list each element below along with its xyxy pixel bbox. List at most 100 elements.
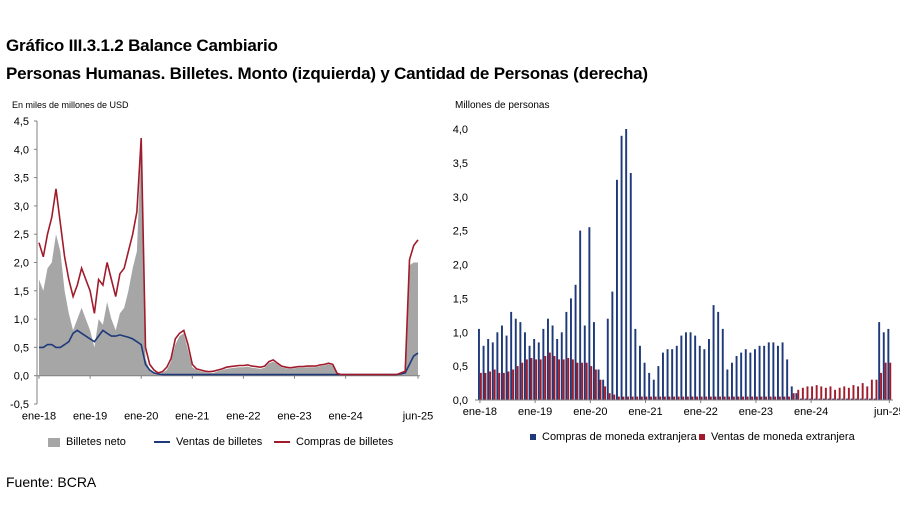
bar-ventas-moneda <box>590 366 593 400</box>
legend-label: Compras de billetes <box>296 436 394 448</box>
bar-compras-moneda <box>565 311 568 400</box>
bar-compras-moneda <box>804 398 807 400</box>
bar-ventas-moneda <box>760 396 763 400</box>
source-note: Fuente: BCRA <box>6 474 97 490</box>
bar-ventas-moneda <box>861 383 864 400</box>
bar-compras-moneda <box>818 398 821 400</box>
bar-ventas-moneda <box>507 371 510 400</box>
bar-compras-moneda <box>602 379 605 400</box>
left-y-tick-label: 1,0 <box>14 314 29 326</box>
bar-ventas-moneda <box>870 379 873 400</box>
legend-swatch-red <box>699 434 705 440</box>
right-x-tick-label: ene-18 <box>463 406 497 418</box>
bar-compras-moneda <box>556 339 559 400</box>
legend-swatch-navy <box>154 441 170 443</box>
bar-ventas-moneda <box>696 396 699 400</box>
bar-ventas-moneda <box>742 396 745 400</box>
bar-ventas-moneda <box>811 386 814 400</box>
bar-compras-moneda <box>593 322 595 400</box>
bar-ventas-moneda <box>806 386 809 400</box>
left-y-tick-label: 1,5 <box>14 286 29 298</box>
legend-item-compras-moneda: Compras de moneda extranjera <box>530 431 697 443</box>
right-x-tick-label: ene-22 <box>684 406 718 418</box>
bar-ventas-moneda <box>783 396 786 400</box>
bar-compras-moneda <box>666 349 669 400</box>
bar-ventas-moneda <box>530 358 533 400</box>
left-y-axis-label: En miles de millones de USD <box>12 100 129 110</box>
left-y-tick-label: 0,0 <box>14 371 29 383</box>
legend-label: Ventas de billetes <box>176 436 263 448</box>
right-x-tick-label: jun-25 <box>873 406 900 418</box>
bar-ventas-moneda <box>889 362 892 400</box>
bar-ventas-moneda <box>801 387 804 400</box>
bar-compras-moneda <box>767 342 770 400</box>
bar-ventas-moneda <box>535 359 538 400</box>
legend-label: Ventas de moneda extranjera <box>711 431 855 443</box>
bar-ventas-moneda <box>815 385 818 400</box>
bar-compras-moneda <box>643 362 646 400</box>
left-y-tick-label: 0,5 <box>14 342 29 354</box>
bar-ventas-moneda <box>571 359 574 400</box>
bar-ventas-moneda <box>797 389 800 400</box>
bar-ventas-moneda <box>548 352 551 400</box>
right-y-tick-label: 0,5 <box>453 361 468 373</box>
bar-ventas-moneda <box>691 396 694 400</box>
bar-compras-moneda <box>809 398 812 400</box>
right-x-tick-label: ene-23 <box>739 406 773 418</box>
bar-compras-moneda <box>519 322 522 400</box>
left-y-tick-label: 3,0 <box>14 201 29 213</box>
bar-compras-moneda <box>597 369 600 400</box>
bar-ventas-moneda <box>673 396 676 400</box>
bar-ventas-moneda <box>659 396 662 400</box>
bar-ventas-moneda <box>617 396 620 400</box>
bar-ventas-moneda <box>788 396 791 400</box>
bar-compras-moneda <box>685 332 687 401</box>
bar-compras-moneda <box>864 398 867 400</box>
bar-compras-moneda <box>740 352 743 400</box>
right-x-tick-label: ene-21 <box>628 406 662 418</box>
bar-ventas-moneda <box>493 369 496 400</box>
bar-ventas-moneda <box>558 359 561 400</box>
bar-ventas-moneda <box>489 371 492 400</box>
bar-ventas-moneda <box>604 386 607 400</box>
bar-compras-moneda <box>744 349 747 400</box>
bar-ventas-moneda <box>562 359 565 400</box>
bar-compras-moneda <box>786 359 789 400</box>
bar-compras-moneda <box>478 328 480 400</box>
left-x-tick-label: ene-22 <box>226 411 260 423</box>
bar-compras-moneda <box>758 345 761 400</box>
bar-compras-moneda <box>606 318 609 400</box>
bar-compras-moneda <box>878 322 881 400</box>
bar-ventas-moneda <box>755 396 758 400</box>
bar-ventas-moneda <box>512 369 515 400</box>
legend-item-ventas-billetes: Ventas de billetes <box>154 436 262 448</box>
bar-ventas-moneda <box>654 396 657 400</box>
bar-ventas-moneda <box>521 362 524 400</box>
left-chart: -0,5 0,0 0,5 1,0 1,5 2,0 2,5 3,0 3,5 4,0 4,5 ene-18… <box>10 116 433 423</box>
left-y-tick-label: 4,5 <box>14 116 29 128</box>
bar-ventas-moneda <box>585 362 588 400</box>
bar-compras-moneda <box>611 291 614 400</box>
bar-ventas-moneda <box>581 362 584 400</box>
legend-item-compras-billetes: Compras de billetes <box>274 436 393 448</box>
bar-ventas-moneda <box>847 387 850 400</box>
bar-compras-moneda <box>551 325 554 400</box>
bar-compras-moneda <box>712 305 715 400</box>
series-area-billetes-neto <box>39 143 418 376</box>
bar-ventas-moneda <box>843 386 846 400</box>
bar-ventas-moneda <box>732 396 735 400</box>
bar-ventas-moneda <box>484 372 487 400</box>
bar-ventas-moneda <box>746 396 749 400</box>
bar-ventas-moneda <box>875 379 878 400</box>
bar-compras-moneda <box>574 284 577 400</box>
bar-compras-moneda <box>537 342 540 400</box>
bar-ventas-moneda <box>576 362 579 400</box>
bar-compras-moneda <box>887 328 890 400</box>
chart-title: Gráfico III.3.1.2 Balance Cambiario <box>6 36 278 55</box>
bar-ventas-moneda <box>682 396 685 400</box>
legend-item-billetes-neto: Billetes neto <box>48 436 126 448</box>
right-y-tick-label: 0,0 <box>453 395 468 407</box>
bar-compras-moneda <box>689 332 692 401</box>
bar-compras-moneda <box>671 349 674 400</box>
